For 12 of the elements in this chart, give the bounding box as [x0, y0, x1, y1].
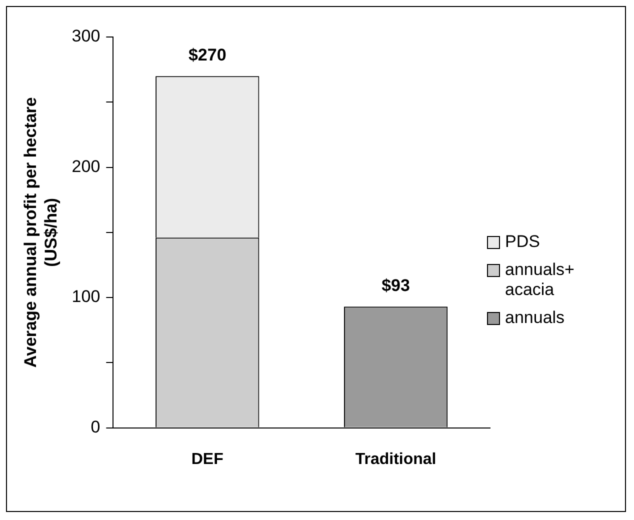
y-tick-label: 0: [90, 417, 100, 436]
y-tick-label: 100: [72, 287, 100, 306]
y-tick-label: 300: [72, 26, 100, 46]
x-tick-label: DEF: [191, 450, 224, 468]
x-tick-label: Traditional: [355, 450, 436, 468]
legend-label: annuals: [505, 308, 566, 328]
total-label: $93: [382, 276, 410, 295]
y-axis-title: Average annual profit per hectare (US$/ha): [20, 97, 60, 368]
legend-label: PDS: [505, 232, 541, 252]
legend-label: annuals+ acacia: [505, 260, 576, 300]
total-label: $270: [188, 45, 226, 64]
y-tick-label: 200: [72, 156, 100, 176]
